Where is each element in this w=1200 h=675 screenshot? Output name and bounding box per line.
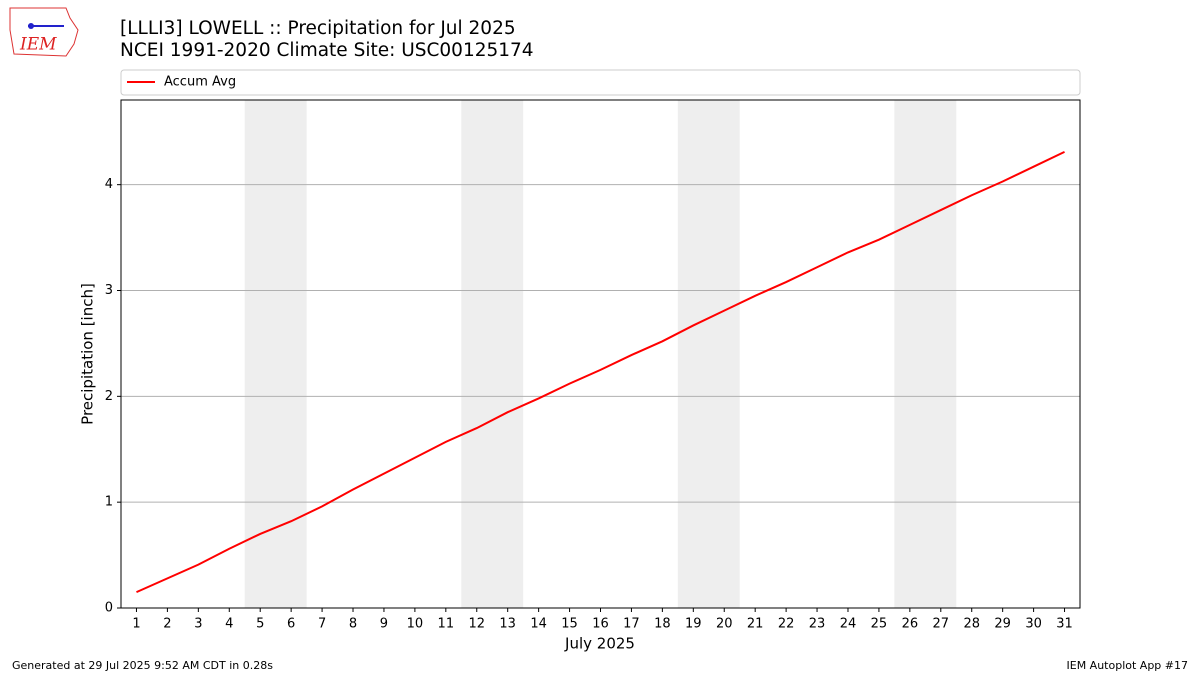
x-tick-label: 8: [349, 617, 357, 632]
x-tick-label: 28: [963, 617, 980, 632]
x-tick-label: 5: [256, 617, 264, 632]
x-tick-label: 4: [225, 617, 233, 632]
logo-dot: [28, 23, 34, 29]
x-tick-label: 3: [194, 617, 202, 632]
x-tick-label: 29: [994, 617, 1011, 632]
x-tick-label: 6: [287, 617, 295, 632]
x-tick-label: 14: [530, 617, 547, 632]
logo: IEM: [9, 7, 79, 57]
y-axis-label: Precipitation [inch]: [79, 283, 97, 425]
x-tick-label: 20: [716, 617, 733, 632]
x-tick-label: 7: [318, 617, 326, 632]
y-tick-label: 0: [105, 601, 113, 616]
y-tick-label: 3: [105, 283, 113, 298]
x-tick-label: 24: [840, 617, 857, 632]
x-tick-label: 1: [132, 617, 140, 632]
chart-subtitle: NCEI 1991-2020 Climate Site: USC00125174: [120, 40, 534, 61]
x-axis-label: July 2025: [564, 635, 635, 653]
x-tick-label: 19: [685, 617, 702, 632]
chart-title: [LLLI3] LOWELL :: Precipitation for Jul …: [120, 18, 516, 39]
weekend-shade: [894, 100, 957, 608]
footer-left: Generated at 29 Jul 2025 9:52 AM CDT in …: [12, 659, 273, 672]
x-tick-label: 16: [592, 617, 609, 632]
weekend-shade: [677, 100, 740, 608]
logo-text: IEM: [19, 35, 57, 55]
x-tick-label: 17: [623, 617, 640, 632]
x-tick-label: 31: [1056, 617, 1073, 632]
weekend-shade: [244, 100, 307, 608]
x-tick-label: 2: [163, 617, 171, 632]
y-tick-label: 4: [105, 177, 113, 192]
series-line: [136, 150, 1065, 594]
x-tick-label: 11: [438, 617, 455, 632]
x-tick-label: 15: [561, 617, 578, 632]
x-tick-label: 10: [407, 617, 424, 632]
plot-frame: [120, 99, 1081, 609]
x-tick-label: 13: [499, 617, 516, 632]
y-tick-label: 2: [105, 389, 113, 404]
legend-box: [120, 69, 1081, 96]
x-tick-label: 9: [380, 617, 388, 632]
x-tick-label: 25: [871, 617, 888, 632]
x-tick-label: 26: [902, 617, 919, 632]
x-tick-label: 18: [654, 617, 671, 632]
x-tick-label: 22: [778, 617, 795, 632]
y-tick-label: 1: [105, 495, 113, 510]
logo-outline: [9, 7, 79, 57]
x-tick-label: 27: [933, 617, 950, 632]
footer-right: IEM Autoplot App #17: [1067, 659, 1189, 672]
x-tick-label: 21: [747, 617, 764, 632]
weekend-shade: [461, 100, 524, 608]
x-tick-label: 30: [1025, 617, 1042, 632]
x-tick-label: 23: [809, 617, 826, 632]
legend-label: Accum Avg: [164, 75, 236, 90]
x-tick-label: 12: [468, 617, 485, 632]
